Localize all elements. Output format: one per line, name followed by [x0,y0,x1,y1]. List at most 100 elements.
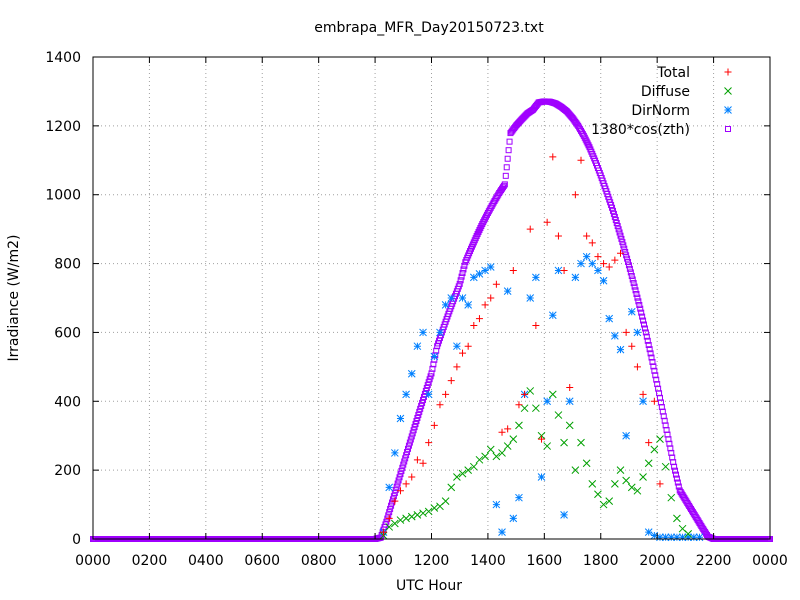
series-point [622,328,630,336]
series-point [410,427,417,434]
x-tick-label: 2000 [639,553,675,569]
series-point [503,287,512,295]
series-point [667,493,676,502]
series-point [389,496,396,503]
series-point [673,475,680,482]
series-point [560,266,568,274]
series-point [571,466,580,474]
series-point [504,425,512,433]
x-axis-label: UTC Hour [396,578,462,594]
series-point [515,493,523,502]
series-point [646,346,653,353]
series-point [458,469,467,478]
series-point [583,138,590,145]
series-point [416,408,423,415]
y-tick-label: 600 [54,325,81,341]
series-point [631,283,638,290]
series-point [447,483,456,492]
series-point [503,442,512,450]
series-point [624,255,631,262]
series-point [645,439,653,447]
x-axis-ticks: 0000 0200 0400 0600 0800 1000 1200 1400 1600 1800… [75,57,788,569]
series-point [532,404,540,413]
series-point [506,138,513,145]
x-tick-label: 0200 [132,553,168,569]
series-point [594,253,602,261]
series-point [605,497,614,505]
series-point [470,322,478,330]
series-point [458,273,465,280]
series-point [611,332,619,340]
series-point [407,512,416,521]
y-tick-label: 200 [54,463,81,479]
series-point [404,445,411,452]
series-point [565,421,574,430]
series-point [385,483,394,492]
series-point [419,459,427,467]
series-point [388,502,395,509]
x-tick-label: 0000 [752,553,788,569]
series-point [594,490,602,499]
series-point [554,266,563,275]
series-point [622,476,630,485]
legend-marker [725,126,731,132]
series-point [599,276,608,285]
series-point [498,428,506,436]
series-point [560,511,568,519]
series-point [614,223,621,230]
series-point [498,528,506,536]
series-point [459,349,467,357]
series-point [554,411,563,419]
series-point [634,294,641,301]
series-point [653,376,660,383]
series-point [394,480,401,487]
series-point [689,533,698,542]
x-tick-label: 2200 [696,553,732,569]
x-tick-label: 1800 [583,553,619,569]
series-point [481,217,488,224]
series-point [643,333,650,340]
series-point [637,305,644,312]
series-point [678,533,687,542]
series-point [577,156,585,164]
series-point [639,397,647,406]
series-point [639,473,647,481]
series-point [619,239,626,246]
series-point [408,433,415,440]
series-point [684,533,693,542]
series-point [611,256,619,264]
series-point [453,342,461,351]
series-point [385,523,394,531]
series-point [392,486,399,493]
series-point [532,322,540,330]
series-point [526,294,535,302]
series-point [458,294,467,302]
series-point [390,519,399,528]
series-point [407,369,416,378]
series-point [456,280,463,287]
series-point [605,263,613,271]
series-point [481,452,489,461]
series-point [492,452,501,461]
series-point [599,500,608,509]
series-point [650,445,659,454]
series-point [583,232,591,240]
series-point [647,350,654,357]
series-point [610,210,617,217]
series-point [526,387,535,395]
series-point [627,307,636,316]
series-point [515,401,523,409]
series-point [480,219,487,226]
series-point [626,265,633,272]
series-point [479,220,486,227]
series-point [521,390,529,398]
legend: Total Diffuse DirNorm 1380*cos(zth) [591,65,732,138]
series-point [650,397,658,405]
series-point [486,263,495,271]
series-point [674,479,681,486]
series-point [629,276,636,283]
series-point [498,449,506,457]
series-point [620,242,627,249]
series-point [441,497,450,505]
